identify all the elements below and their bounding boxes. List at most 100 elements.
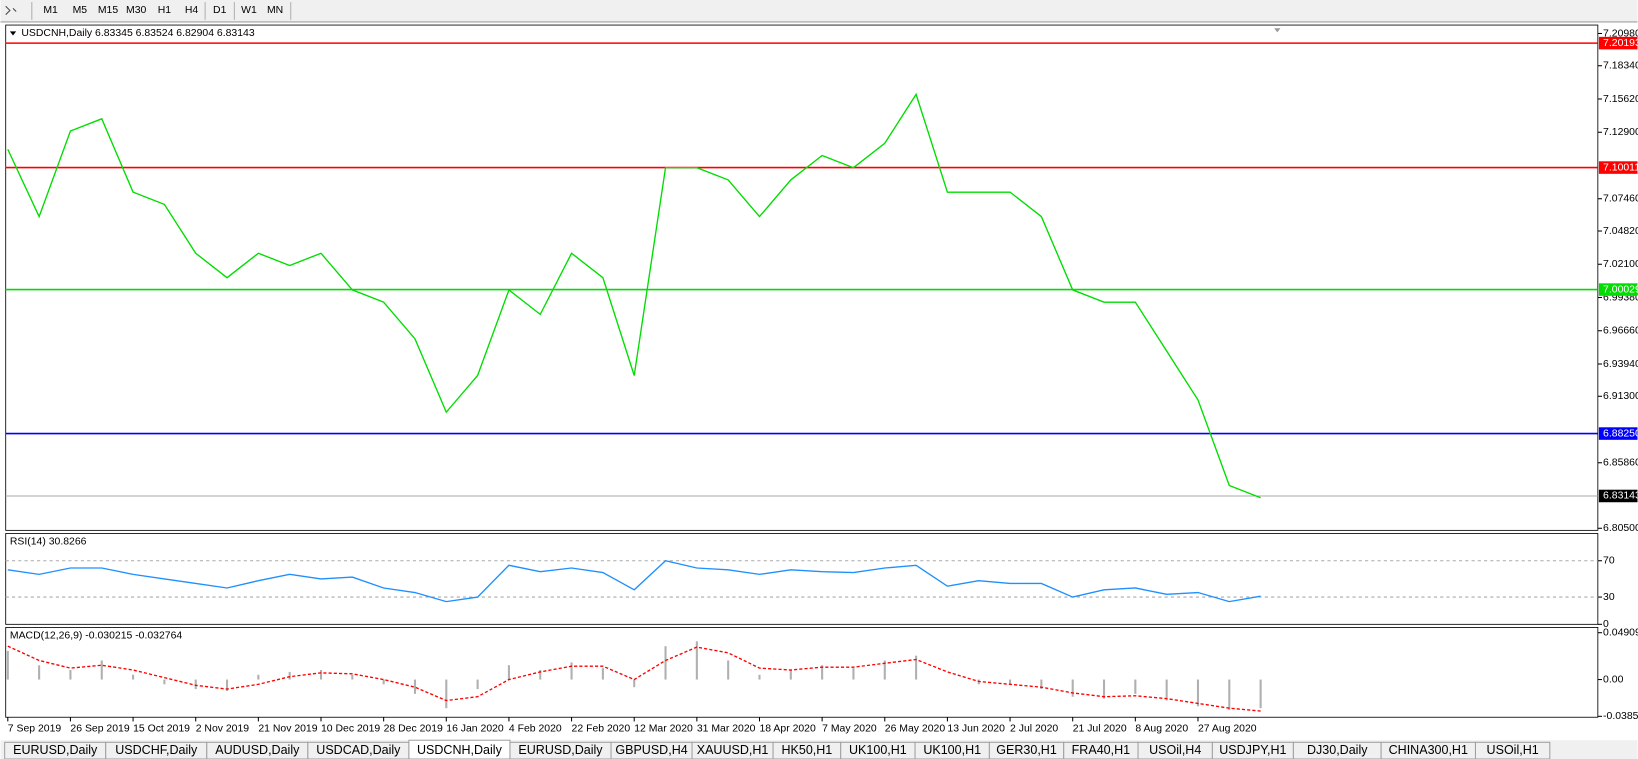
macd-bar: [6, 650, 9, 680]
price-level-tag: [1598, 36, 1638, 50]
y-tick-label: 7.07460: [1603, 194, 1638, 205]
x-tick-label: 26 Sep 2019: [70, 723, 129, 734]
tab-label[interactable]: USDJPY,H1: [1219, 743, 1286, 757]
price-level-tag: [1598, 489, 1638, 503]
macd-bar: [1009, 679, 1012, 685]
x-tick-label: 21 Jul 2020: [1073, 723, 1127, 734]
x-tick-label: 28 Dec 2019: [384, 723, 443, 734]
dropdown-arrow[interactable]: [9, 31, 17, 36]
macd-header: MACD(12,26,9) -0.030215 -0.032764: [10, 631, 183, 642]
x-tick-label: 27 Aug 2020: [1198, 723, 1257, 734]
x-tick-label: 4 Feb 2020: [509, 723, 562, 734]
series-line: [7, 645, 1261, 712]
timeframe-button[interactable]: W1: [241, 5, 257, 16]
tab-label[interactable]: USDCNH,Daily: [417, 743, 503, 757]
macd-bar: [789, 670, 792, 680]
macd-bar: [225, 679, 229, 692]
timeframe-button[interactable]: M5: [73, 5, 88, 16]
x-tick-label: 31 Mar 2020: [697, 723, 756, 734]
price-level-tag: [1598, 283, 1638, 296]
macd-bar: [507, 665, 510, 680]
tab-label[interactable]: USDCHF,Daily: [115, 743, 198, 757]
tab-label[interactable]: UK100,H1: [849, 743, 907, 757]
x-tick-label: 2 Nov 2019: [196, 723, 250, 734]
y-tick-label: 7.18340: [1603, 61, 1638, 72]
macd-bar: [852, 668, 855, 680]
x-tick-label: 13 Jun 2020: [947, 723, 1005, 734]
x-tick-label: 2 Jul 2020: [1010, 723, 1058, 734]
price-level-label: 7.20193: [1603, 38, 1638, 49]
tab-label[interactable]: EURUSD,Daily: [13, 743, 98, 757]
macd-panel: [5, 627, 1599, 718]
tab-label[interactable]: EURUSD,Daily: [518, 743, 603, 757]
macd-bar: [1165, 679, 1168, 701]
macd-bar: [319, 670, 323, 680]
macd-bar: [351, 674, 354, 680]
macd-bar: [1071, 679, 1074, 697]
timeframe-button[interactable]: H1: [158, 5, 172, 16]
tab-label[interactable]: GER30,H1: [996, 743, 1057, 757]
price-level-label: 7.10011: [1603, 162, 1638, 173]
macd-bar: [883, 660, 886, 680]
timeframe-button[interactable]: MN: [267, 5, 283, 16]
cursor-icon[interactable]: [5, 5, 17, 15]
x-tick-label: 10 Dec 2019: [321, 723, 380, 734]
macd-bar: [69, 670, 72, 680]
macd-bar: [38, 665, 41, 680]
chart-window: [0, 22, 1638, 740]
y-tick-label: 7.15620: [1603, 94, 1638, 105]
tab-label[interactable]: XAUUSD,H1: [697, 743, 769, 757]
macd-bar: [445, 679, 448, 709]
tab-label[interactable]: USOil,H4: [1149, 743, 1201, 757]
macd-bar: [758, 674, 761, 680]
macd-bar: [382, 679, 385, 685]
tab-label[interactable]: USOil,H1: [1487, 743, 1539, 757]
rsi-panel: [5, 533, 1599, 625]
tab-label[interactable]: UK100,H1: [923, 743, 981, 757]
y-tick-label: 0.00: [1603, 674, 1624, 685]
macd-bar: [821, 665, 824, 680]
macd-bar: [1040, 679, 1043, 690]
macd-bar: [1228, 679, 1231, 711]
tab-label[interactable]: USDCAD,Daily: [316, 743, 401, 757]
macd-bar: [132, 674, 135, 680]
x-tick-label: 15 Oct 2019: [133, 723, 190, 734]
macd-bar: [257, 674, 260, 680]
tab-label[interactable]: FRA40,H1: [1072, 743, 1130, 757]
timeframe-button[interactable]: M30: [126, 5, 146, 16]
price-level-tag: [1598, 161, 1638, 174]
tab[interactable]: [1474, 741, 1551, 759]
y-tick-label: 7.02100: [1603, 259, 1638, 270]
x-tick-label: 18 Apr 2020: [759, 723, 815, 734]
tab-label[interactable]: DJ30,Daily: [1307, 743, 1368, 757]
timeframe-button[interactable]: M15: [98, 5, 118, 16]
timeframe-button[interactable]: D1: [213, 5, 227, 16]
tab-label[interactable]: CHINA300,H1: [1389, 743, 1468, 757]
macd-bar: [413, 679, 417, 694]
macd-bar: [1196, 679, 1200, 707]
macd-bar: [570, 662, 573, 680]
tab-label[interactable]: AUDUSD,Daily: [215, 743, 300, 757]
macd-bar: [1259, 679, 1262, 709]
x-tick-label: 7 May 2020: [822, 723, 877, 734]
series-line: [7, 92, 1261, 499]
tab-label[interactable]: GBPUSD,H4: [615, 743, 687, 757]
macd-bar: [695, 641, 698, 680]
x-tick-label: 21 Nov 2019: [258, 723, 317, 734]
macd-bar: [288, 671, 291, 680]
tab-label[interactable]: HK50,H1: [781, 743, 832, 757]
series-line: [7, 559, 1261, 603]
macd-bar: [633, 679, 636, 688]
x-tick-label: 12 Mar 2020: [634, 723, 693, 734]
y-tick-label: 7.20980: [1603, 28, 1638, 39]
timeframe-button[interactable]: H4: [185, 5, 199, 16]
timeframe-button[interactable]: M1: [43, 5, 58, 16]
price-level-label: 6.83143: [1603, 491, 1638, 502]
x-tick-label: 22 Feb 2020: [572, 723, 631, 734]
y-tick-label: 6.91300: [1603, 391, 1638, 402]
macd-bar: [664, 646, 667, 680]
price-level-label: 7.00029: [1603, 284, 1638, 295]
y-tick-label: 6.99380: [1603, 292, 1638, 303]
